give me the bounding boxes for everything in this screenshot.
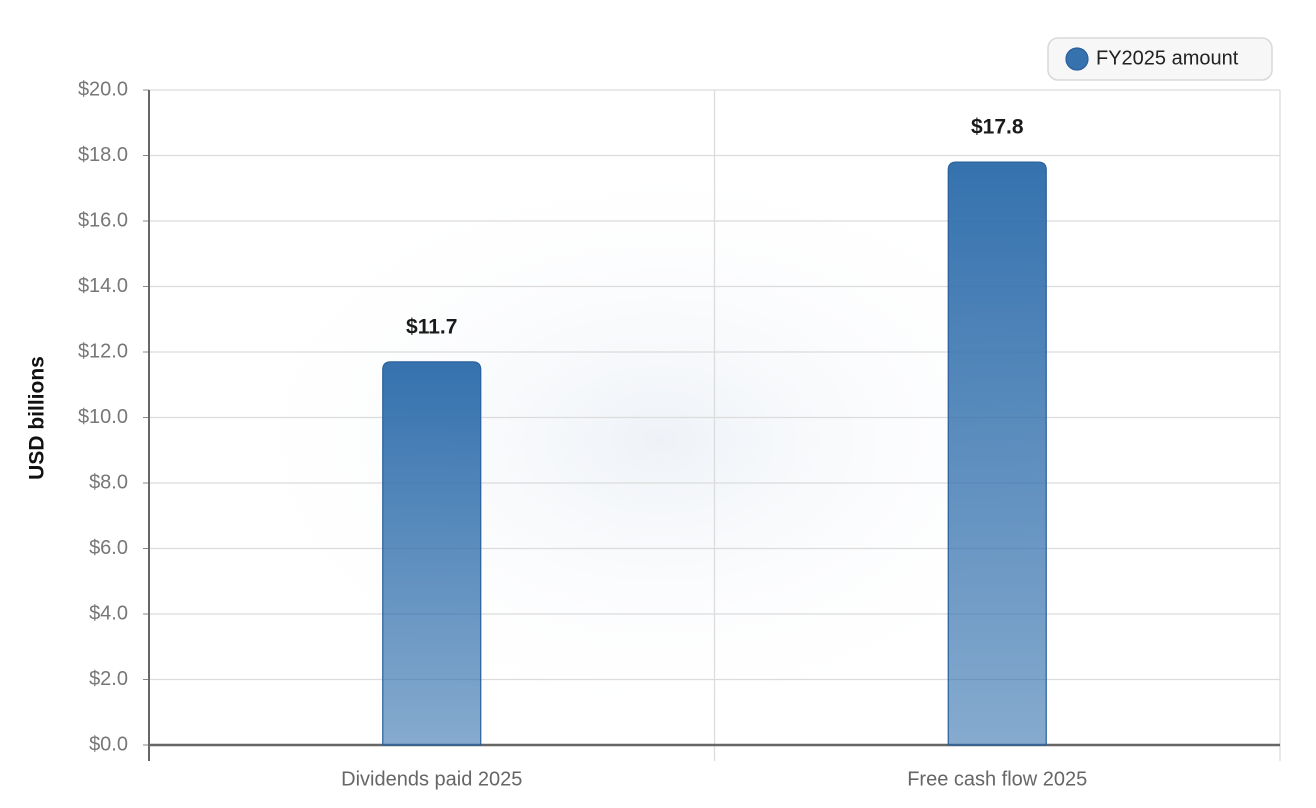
- x-tick-label: Free cash flow 2025: [907, 768, 1087, 790]
- bar: [947, 161, 1047, 746]
- x-tick-label: Dividends paid 2025: [341, 768, 522, 790]
- bar: [382, 361, 482, 746]
- y-tick-label: $2.0: [89, 668, 128, 690]
- y-tick-label: $0.0: [89, 733, 128, 755]
- y-tick-label: $16.0: [78, 209, 128, 231]
- legend-label: FY2025 amount: [1096, 47, 1239, 69]
- legend-swatch: [1065, 47, 1089, 71]
- y-tick-label: $18.0: [78, 144, 128, 166]
- y-tick-label: $6.0: [89, 537, 128, 559]
- value-label: $17.8: [971, 116, 1024, 139]
- y-tick-label: $10.0: [78, 406, 128, 428]
- y-tick-label: $14.0: [78, 275, 128, 297]
- y-tick-label: $8.0: [89, 471, 128, 493]
- y-axis-title: USD billions: [26, 356, 49, 480]
- value-label: $11.7: [406, 315, 457, 338]
- y-tick-label: $4.0: [89, 602, 128, 624]
- y-tick-label: $12.0: [78, 340, 128, 362]
- legend-box: [1047, 37, 1273, 81]
- y-tick-label: $20.0: [78, 78, 128, 100]
